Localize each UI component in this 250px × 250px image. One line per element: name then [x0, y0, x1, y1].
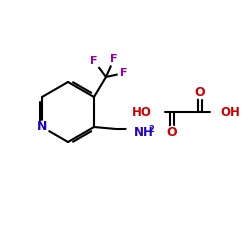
Text: O: O — [195, 86, 205, 98]
Text: NH: NH — [134, 126, 154, 138]
Text: 2: 2 — [148, 125, 154, 134]
Text: F: F — [110, 54, 118, 64]
Text: HO: HO — [132, 106, 152, 118]
Text: F: F — [120, 68, 128, 78]
Text: OH: OH — [220, 106, 240, 118]
Text: O: O — [167, 126, 177, 138]
Text: F: F — [90, 56, 98, 66]
Text: N: N — [37, 120, 47, 134]
